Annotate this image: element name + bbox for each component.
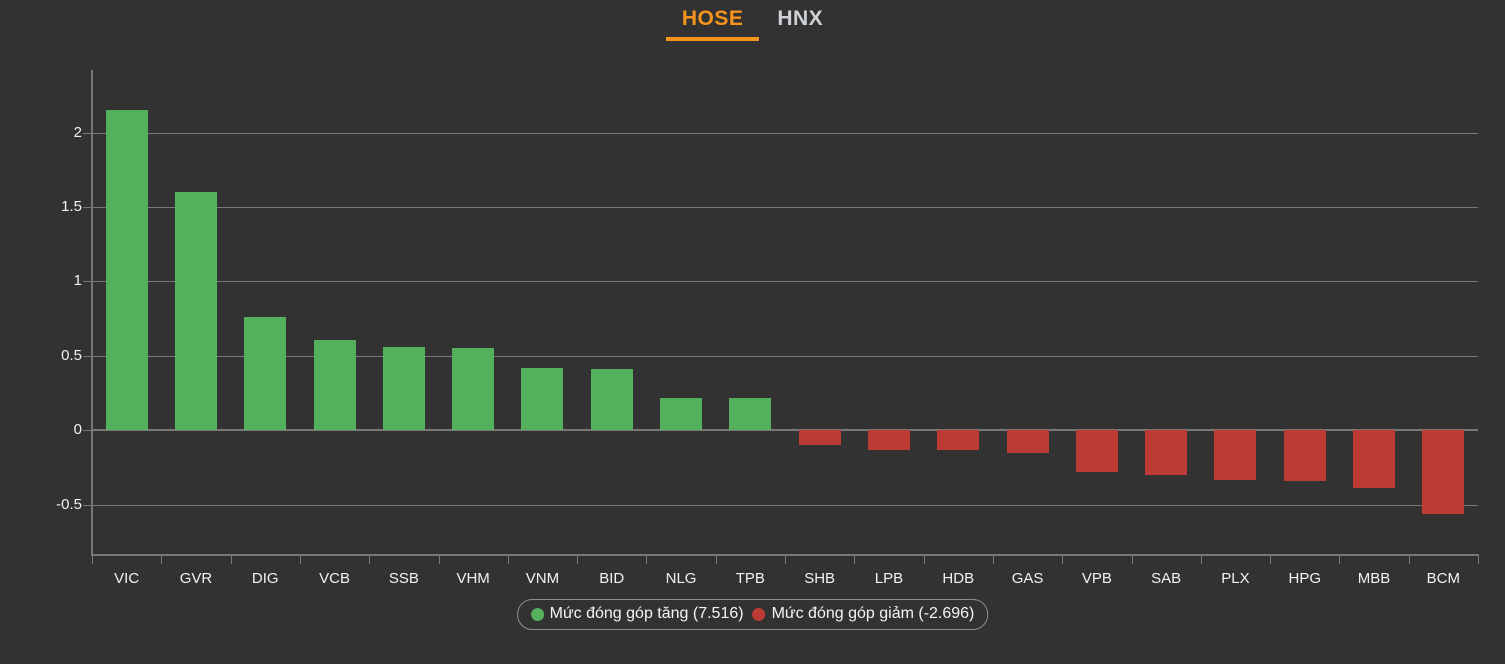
bar-VPB[interactable]: [1075, 430, 1118, 473]
y-tick-mark: [83, 207, 92, 208]
x-tick-label-HDB: HDB: [942, 570, 975, 587]
bar-LPB[interactable]: [867, 430, 910, 450]
x-tick-label-VPB: VPB: [1081, 570, 1112, 587]
bar-GAS[interactable]: [1006, 430, 1049, 453]
increase-dot-icon: [530, 607, 544, 621]
x-tick-label-SAB: SAB: [1151, 570, 1182, 587]
bar-SHB[interactable]: [798, 430, 841, 446]
decrease-dot-icon: [752, 607, 766, 621]
bar-HPG[interactable]: [1283, 430, 1326, 482]
x-tick-label-VCB: VCB: [319, 570, 350, 587]
x-tick-label-GAS: GAS: [1011, 570, 1044, 587]
x-tick-label-DIG: DIG: [251, 570, 279, 587]
x-tick-label-BID: BID: [599, 570, 625, 587]
legend-increase-label: Mức đóng góp tăng (7.516): [549, 605, 744, 622]
bar-GVR[interactable]: [174, 192, 217, 431]
tab-hnx[interactable]: HNX: [777, 7, 824, 30]
x-axis-line: [91, 554, 1479, 556]
bar-VIC[interactable]: [105, 110, 148, 431]
x-tick-label-HPG: HPG: [1288, 570, 1321, 587]
x-tick-mark: [1339, 556, 1341, 564]
bar-VNM[interactable]: [521, 367, 564, 431]
bar-DIG[interactable]: [244, 317, 287, 431]
bar-MBB[interactable]: [1353, 430, 1396, 489]
x-tick-label-PLX: PLX: [1221, 570, 1250, 587]
bar-SAB[interactable]: [1145, 430, 1188, 476]
bar-HDB[interactable]: [937, 430, 980, 450]
x-tick-label-VIC: VIC: [114, 570, 140, 587]
x-tick-label-VNM: VNM: [525, 570, 560, 587]
x-tick-mark: [1131, 556, 1133, 564]
y-tick-mark: [83, 132, 92, 134]
y-tick-label: 0.5: [61, 346, 82, 364]
y-tick-label: 1: [73, 272, 82, 290]
x-tick-label-SHB: SHB: [804, 570, 836, 587]
gridline-0: [92, 429, 1478, 432]
x-tick-mark: [923, 556, 925, 564]
y-tick-mark: [83, 355, 92, 357]
gridline-1: [92, 281, 1478, 283]
y-tick-label: 1.5: [61, 198, 82, 215]
x-tick-mark: [854, 556, 856, 564]
x-tick-mark: [438, 556, 440, 564]
chart-legend: Mức đóng góp tăng (7.516) Mức đóng góp g…: [516, 599, 989, 630]
x-tick-label-NLG: NLG: [665, 570, 697, 587]
gridline-0.5: [92, 355, 1478, 357]
bar-SSB[interactable]: [382, 346, 425, 431]
x-tick-label-SSB: SSB: [388, 570, 419, 587]
bar-BID[interactable]: [590, 369, 633, 431]
bar-TPB[interactable]: [729, 397, 772, 431]
x-tick-mark: [299, 556, 301, 564]
bar-BCM[interactable]: [1422, 430, 1465, 514]
y-axis-line: [91, 70, 93, 556]
bar-VCB[interactable]: [313, 339, 356, 431]
bar-NLG[interactable]: [660, 397, 703, 431]
x-tick-label-MBB: MBB: [1357, 570, 1391, 587]
gridline-1.5: [92, 207, 1478, 208]
x-tick-label-BCM: BCM: [1426, 570, 1460, 587]
x-tick-mark: [992, 556, 994, 564]
y-tick-label: -0.5: [56, 495, 82, 513]
legend-item-decrease[interactable]: Mức đóng góp giảm (-2.696): [752, 605, 975, 623]
x-tick-mark: [785, 556, 786, 564]
x-tick-label-TPB: TPB: [735, 570, 765, 587]
y-tick-mark: [83, 430, 92, 432]
x-tick-mark: [92, 556, 93, 564]
x-tick-mark: [1478, 556, 1479, 564]
y-tick-label: 0: [73, 421, 82, 439]
x-tick-mark: [161, 556, 163, 564]
x-tick-mark: [1270, 556, 1272, 564]
bar-VHM[interactable]: [452, 348, 495, 431]
gridline-2: [92, 132, 1478, 134]
x-tick-mark: [369, 556, 371, 564]
x-tick-label-LPB: LPB: [874, 570, 904, 587]
bar-PLX[interactable]: [1214, 430, 1257, 480]
x-tick-mark: [1408, 556, 1410, 564]
legend-decrease-label: Mức đóng góp giảm (-2.696): [771, 605, 975, 622]
x-tick-mark: [715, 556, 717, 564]
x-tick-mark: [646, 556, 648, 564]
x-tick-mark: [507, 556, 509, 564]
exchange-tabs: HOSE HNX: [0, 0, 1505, 41]
gridline--0.5: [92, 504, 1478, 506]
tab-hose[interactable]: HOSE: [665, 0, 760, 41]
x-tick-label-GVR: GVR: [179, 570, 213, 587]
y-tick-mark: [83, 281, 92, 283]
x-tick-label-VHM: VHM: [456, 570, 490, 587]
x-tick-mark: [1200, 556, 1202, 564]
legend-item-increase[interactable]: Mức đóng góp tăng (7.516): [530, 605, 744, 623]
x-tick-mark: [1062, 556, 1064, 564]
y-tick-label: 2: [73, 123, 82, 141]
x-tick-mark: [230, 556, 232, 564]
y-tick-mark: [83, 504, 92, 506]
x-tick-mark: [577, 556, 579, 564]
